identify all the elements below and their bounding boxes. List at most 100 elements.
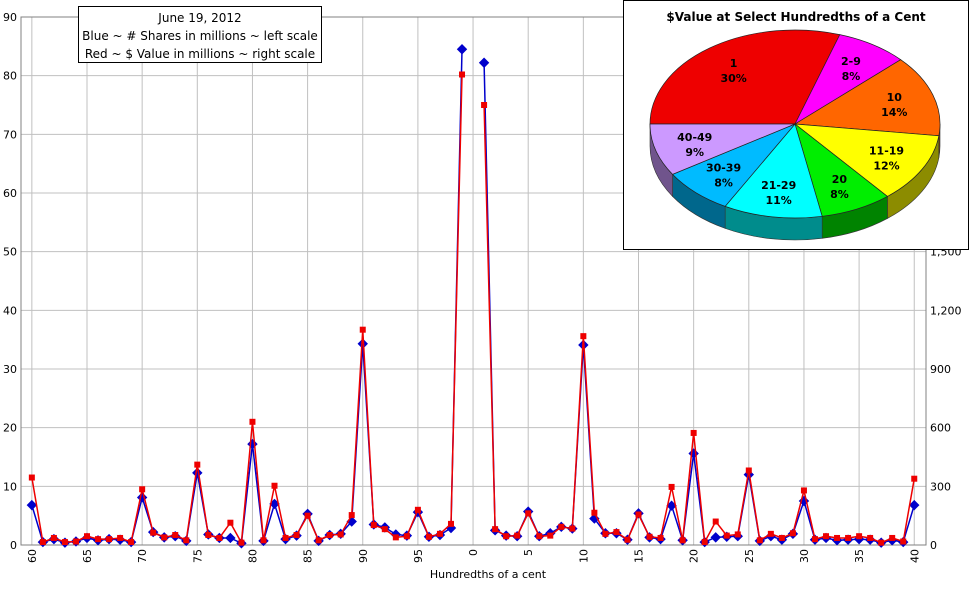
data-point-value xyxy=(613,529,620,536)
x-tick-label: 5 xyxy=(522,549,535,556)
legend-red: Red ~ $ Value in millions ~ right scale xyxy=(84,47,316,61)
data-point-value xyxy=(359,326,366,333)
data-point-shares xyxy=(456,44,468,55)
data-point-value xyxy=(580,333,587,340)
y-left-tick-label: 0 xyxy=(10,539,17,552)
y-right-tick-label: 300 xyxy=(930,480,951,493)
pie-label-name: 2-9 xyxy=(841,55,861,68)
data-point-value xyxy=(900,538,907,545)
pie-label-percent: 12% xyxy=(873,160,899,173)
data-point-value xyxy=(558,523,565,530)
x-tick-label: 15 xyxy=(633,549,646,563)
y-left-tick-label: 20 xyxy=(3,422,17,435)
y-right-tick-label: 900 xyxy=(930,363,951,376)
data-point-value xyxy=(392,534,399,541)
data-point-value xyxy=(183,537,190,544)
data-point-value xyxy=(72,538,79,545)
data-point-value xyxy=(867,534,874,541)
pie-slice-40-49 xyxy=(649,123,796,175)
data-point-shares xyxy=(478,57,490,68)
data-point-value xyxy=(447,520,454,527)
data-point-value xyxy=(679,537,686,544)
y-left-tick-label: 10 xyxy=(3,480,17,493)
data-point-value xyxy=(723,532,730,539)
data-point-value xyxy=(856,533,863,540)
legend-date: June 19, 2012 xyxy=(158,11,242,25)
data-point-value xyxy=(425,533,432,540)
y-left-tick-label: 50 xyxy=(3,246,17,259)
pie-label-percent: 8% xyxy=(714,176,733,189)
data-point-value xyxy=(216,534,223,541)
data-point-value xyxy=(712,518,719,525)
pie-chart-panel: $Value at Select Hundredths of a Cent 1 3… xyxy=(623,0,969,250)
plot-border xyxy=(20,16,927,546)
pie-sides xyxy=(649,123,941,241)
data-point-value xyxy=(646,533,653,540)
data-point-value xyxy=(569,525,576,532)
data-point-value xyxy=(823,533,830,540)
data-point-shares xyxy=(357,338,368,349)
data-point-value xyxy=(293,532,300,539)
pie-title: $Value at Select Hundredths of a Cent xyxy=(666,10,926,24)
x-tick-label: 85 xyxy=(302,549,315,563)
pie-label-name: 20 xyxy=(832,173,848,186)
data-point-value xyxy=(811,536,818,543)
data-point-value xyxy=(701,539,708,546)
data-point-value xyxy=(227,519,234,526)
series-line-value xyxy=(31,74,915,546)
pie-label-name: 10 xyxy=(887,91,903,104)
x-tick-label: 60 xyxy=(26,549,39,563)
data-point-value xyxy=(756,537,763,544)
pie-slice-11-19 xyxy=(793,123,940,197)
y-right-tick-label: 600 xyxy=(930,422,951,435)
data-point-value xyxy=(315,537,322,544)
data-point-value xyxy=(789,530,796,537)
data-point-value xyxy=(745,467,752,474)
x-tick-label: 65 xyxy=(81,549,94,563)
pie-label-name: 1 xyxy=(730,57,738,70)
data-point-value xyxy=(50,534,57,541)
data-point-value xyxy=(525,510,532,517)
data-point-value xyxy=(205,532,212,539)
y-right-tick-label: 0 xyxy=(930,539,937,552)
data-point-value xyxy=(547,532,554,539)
data-point-value xyxy=(503,533,510,540)
data-point-value xyxy=(84,533,90,540)
axes: 010203040506070809003006009001,2001,5006… xyxy=(3,11,962,563)
series-layer xyxy=(26,44,920,549)
data-point-value xyxy=(337,531,344,538)
data-point-value xyxy=(414,506,421,513)
data-point-shares xyxy=(710,532,721,543)
data-point-value xyxy=(271,482,278,489)
x-tick-label: 90 xyxy=(357,549,370,563)
pie-slice-21-29 xyxy=(724,123,823,219)
data-point-value xyxy=(326,532,333,539)
pie-label-percent: 9% xyxy=(685,146,704,159)
pie-slice-10 xyxy=(793,59,941,137)
y-left-tick-label: 40 xyxy=(3,304,17,317)
data-point-value xyxy=(95,536,102,543)
pie-label-name: 11-19 xyxy=(869,145,904,158)
pie-label-percent: 8% xyxy=(830,188,849,201)
data-point-value xyxy=(624,536,631,543)
data-point-shares xyxy=(225,532,236,544)
x-tick-label: 0 xyxy=(467,549,480,556)
y-left-tick-label: 60 xyxy=(3,187,17,200)
data-point-value xyxy=(911,475,918,482)
plot-area xyxy=(20,16,927,546)
data-point-value xyxy=(139,486,146,493)
data-point-value xyxy=(514,532,521,539)
y-left-tick-label: 30 xyxy=(3,363,17,376)
x-tick-label: 70 xyxy=(136,549,149,563)
data-point-value xyxy=(657,534,664,541)
pie-label-name: 40-49 xyxy=(677,131,712,144)
data-point-value xyxy=(800,487,807,494)
x-tick-label: 20 xyxy=(688,549,701,563)
pie-top xyxy=(649,29,941,219)
data-point-value xyxy=(635,511,642,518)
y-left-tick-label: 90 xyxy=(3,11,17,24)
data-point-value xyxy=(370,522,377,529)
y-left-tick-label: 80 xyxy=(3,70,17,83)
pie-label-percent: 14% xyxy=(881,106,907,119)
data-point-value xyxy=(28,474,35,481)
